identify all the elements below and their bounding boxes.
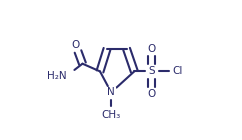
Text: CH₃: CH₃ bbox=[102, 110, 121, 121]
Text: O: O bbox=[148, 89, 156, 99]
Text: O: O bbox=[71, 40, 80, 50]
Text: S: S bbox=[149, 66, 155, 76]
Text: N: N bbox=[107, 87, 115, 97]
Text: H₂N: H₂N bbox=[47, 71, 67, 81]
Text: Cl: Cl bbox=[173, 66, 183, 76]
Text: O: O bbox=[148, 44, 156, 54]
